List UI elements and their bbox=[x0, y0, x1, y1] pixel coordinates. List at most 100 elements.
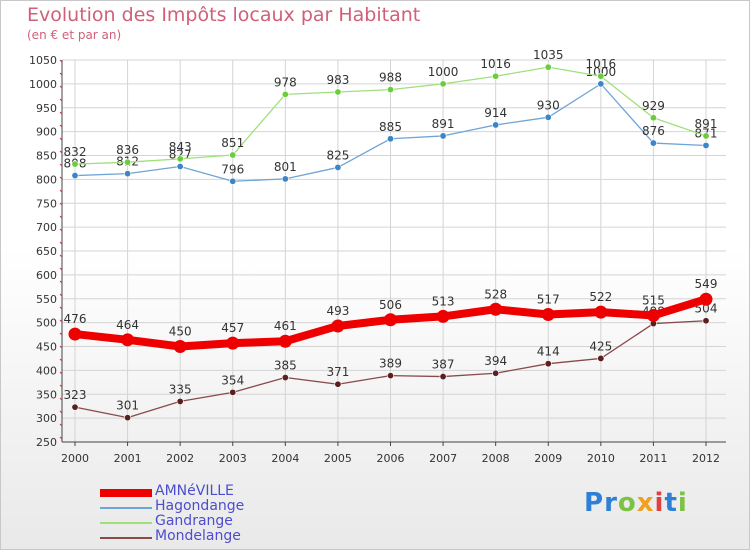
y-tick-label: 800 bbox=[36, 173, 57, 186]
x-tick-label: 2006 bbox=[377, 452, 405, 465]
y-tick-label: 850 bbox=[36, 150, 57, 163]
data-label: 914 bbox=[484, 106, 507, 120]
data-point bbox=[384, 313, 397, 327]
data-point bbox=[492, 72, 500, 80]
y-tick-label: 350 bbox=[36, 388, 57, 401]
y-tick-label: 900 bbox=[36, 126, 57, 139]
data-label: 832 bbox=[64, 145, 87, 159]
axis-decoration bbox=[59, 189, 63, 193]
data-point bbox=[176, 397, 184, 405]
x-tick-label: 2007 bbox=[429, 452, 457, 465]
data-label: 978 bbox=[274, 75, 297, 89]
legend-swatch bbox=[100, 536, 152, 539]
y-tick-label: 750 bbox=[36, 197, 57, 210]
data-point bbox=[544, 113, 552, 121]
data-point bbox=[334, 380, 342, 388]
y-tick-label: 250 bbox=[36, 436, 57, 449]
data-point bbox=[121, 333, 135, 347]
axis-decoration bbox=[59, 241, 63, 245]
y-tick-label: 400 bbox=[36, 364, 57, 377]
y-tick-label: 500 bbox=[36, 317, 57, 330]
data-label: 1016 bbox=[480, 57, 511, 71]
data-point bbox=[229, 388, 237, 396]
y-tick-label: 450 bbox=[36, 341, 57, 354]
axis-decoration bbox=[59, 254, 63, 258]
y-tick-label: 1000 bbox=[29, 78, 57, 91]
data-label: 425 bbox=[589, 339, 612, 353]
axis-decoration bbox=[59, 280, 63, 284]
data-label: 323 bbox=[64, 388, 87, 402]
data-label: 394 bbox=[484, 354, 507, 368]
axis-decoration bbox=[59, 228, 63, 232]
data-point bbox=[278, 334, 292, 348]
data-point bbox=[71, 160, 79, 168]
data-label: 885 bbox=[379, 120, 402, 134]
axis-decoration bbox=[59, 85, 63, 89]
data-point bbox=[541, 308, 555, 322]
data-point bbox=[124, 170, 132, 178]
axis-decoration bbox=[59, 293, 63, 297]
data-point bbox=[71, 172, 79, 180]
axis-decoration bbox=[59, 176, 63, 180]
data-label: 983 bbox=[326, 73, 349, 87]
data-point bbox=[281, 175, 289, 183]
data-label: 1000 bbox=[428, 65, 459, 79]
data-point bbox=[386, 86, 394, 94]
axis-decoration bbox=[59, 371, 63, 375]
axis-decoration bbox=[59, 215, 63, 219]
legend-label: Mondelange bbox=[155, 528, 241, 544]
data-label: 504 bbox=[695, 302, 718, 316]
data-point bbox=[229, 177, 237, 185]
y-tick-label: 650 bbox=[36, 245, 57, 258]
data-label: 891 bbox=[432, 117, 455, 131]
data-label: 522 bbox=[589, 290, 612, 304]
data-label: 371 bbox=[326, 365, 349, 379]
x-tick-label: 2003 bbox=[219, 452, 247, 465]
data-point bbox=[597, 72, 605, 80]
data-point bbox=[331, 319, 345, 333]
x-tick-label: 2009 bbox=[534, 452, 562, 465]
legend-label: Gandrange bbox=[155, 513, 233, 529]
data-label: 513 bbox=[432, 294, 455, 308]
data-label: 385 bbox=[274, 359, 297, 373]
data-label: 1035 bbox=[533, 48, 564, 62]
x-tick-label: 2012 bbox=[692, 452, 720, 465]
data-point bbox=[229, 151, 237, 159]
data-label: 414 bbox=[537, 345, 560, 359]
data-label: 389 bbox=[379, 357, 402, 371]
data-point bbox=[173, 340, 187, 353]
data-label: 988 bbox=[379, 71, 402, 85]
legend-label: Hagondange bbox=[155, 498, 245, 514]
data-point bbox=[226, 336, 240, 350]
data-label: 876 bbox=[642, 124, 665, 138]
x-tick-label: 2001 bbox=[114, 452, 142, 465]
data-point bbox=[649, 114, 657, 122]
data-point bbox=[281, 90, 289, 98]
axis-decoration bbox=[59, 111, 63, 115]
axis-decoration bbox=[59, 358, 63, 362]
data-label: 387 bbox=[432, 358, 455, 372]
data-point bbox=[439, 80, 447, 88]
legend-swatch bbox=[100, 521, 152, 524]
x-tick-label: 2005 bbox=[324, 452, 352, 465]
data-point bbox=[439, 132, 447, 140]
data-point bbox=[702, 317, 710, 325]
legend-swatch bbox=[100, 488, 152, 497]
y-tick-label: 550 bbox=[36, 293, 57, 306]
data-point bbox=[489, 302, 503, 316]
data-label: 825 bbox=[326, 148, 349, 162]
axis-decoration bbox=[59, 345, 63, 349]
data-point bbox=[281, 374, 289, 382]
data-point bbox=[439, 373, 447, 381]
axis-decoration bbox=[59, 72, 63, 76]
axis-decoration bbox=[59, 163, 63, 167]
data-label: 493 bbox=[326, 304, 349, 318]
x-tick-label: 2010 bbox=[587, 452, 615, 465]
chart-title: Evolution des Impôts locaux par Habitant bbox=[27, 4, 421, 26]
axis-decoration bbox=[59, 332, 63, 336]
data-label: 464 bbox=[116, 318, 139, 332]
data-point bbox=[124, 414, 132, 422]
proxiti-logo: Proxiti bbox=[584, 488, 688, 518]
x-tick-label: 2011 bbox=[639, 452, 667, 465]
